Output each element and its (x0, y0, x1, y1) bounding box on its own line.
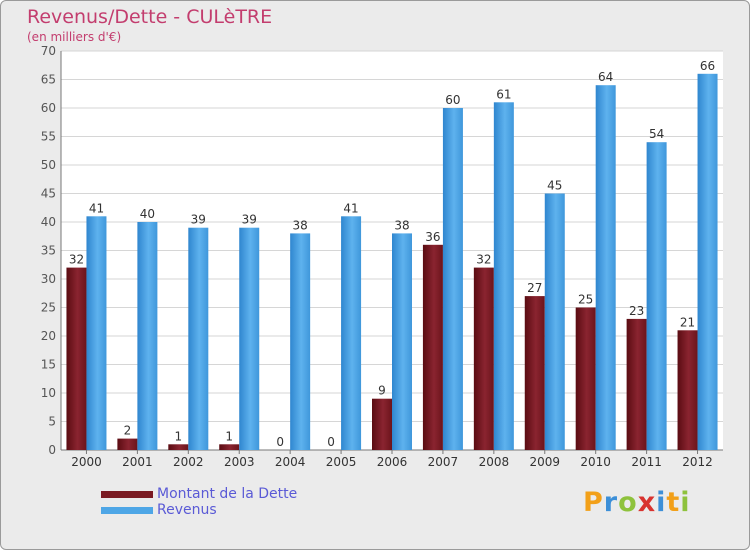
bar-revenus-2002 (188, 227, 209, 450)
proxiti-logo: Proxiti (583, 487, 691, 518)
bar-revenus-2008 (493, 102, 514, 451)
logo-letter: x (637, 487, 657, 518)
x-tick-label-2001: 2001 (122, 455, 153, 469)
bar-revenus-2004 (290, 233, 311, 450)
bar-revenus-2012 (697, 73, 718, 451)
data-label-revenus-2006: 38 (394, 218, 409, 232)
data-label-revenus-2001: 40 (140, 207, 155, 221)
bar-dette-2000 (66, 267, 87, 450)
y-tick-label: 30 (41, 272, 56, 286)
data-label-dette-2010: 25 (578, 293, 593, 307)
logo-letter: i (680, 487, 691, 518)
y-tick-label: 50 (41, 158, 56, 172)
y-tick-label: 60 (41, 101, 56, 115)
data-label-revenus-2004: 38 (293, 218, 308, 232)
x-tick-label-2003: 2003 (224, 455, 255, 469)
data-label-dette-2011: 23 (629, 304, 644, 318)
data-label-revenus-2011: 54 (649, 127, 664, 141)
data-label-revenus-2010: 64 (598, 70, 613, 84)
bar-revenus-2007 (442, 108, 463, 450)
data-label-revenus-2012: 66 (700, 59, 715, 73)
bar-revenus-2010 (595, 85, 616, 450)
x-tick-label-2008: 2008 (479, 455, 510, 469)
data-label-dette-2003: 1 (225, 429, 233, 443)
data-label-revenus-2009: 45 (547, 179, 562, 193)
logo-letter: r (603, 487, 619, 518)
x-tick-label-2006: 2006 (377, 455, 408, 469)
bar-revenus-2001 (137, 222, 158, 450)
y-tick-label: 70 (41, 44, 56, 58)
bar-dette-2007 (422, 244, 443, 450)
x-tick-label-2004: 2004 (275, 455, 306, 469)
x-tick-label-2000: 2000 (71, 455, 102, 469)
bar-dette-2008 (473, 267, 494, 450)
data-label-dette-2006: 9 (378, 384, 386, 398)
y-tick-label: 35 (41, 244, 56, 258)
data-label-revenus-2000: 41 (89, 201, 104, 215)
bar-dette-2001 (117, 438, 138, 450)
logo-letter: t (666, 487, 681, 518)
y-tick-label: 15 (41, 358, 56, 372)
y-tick-label: 55 (41, 130, 56, 144)
data-label-revenus-2002: 39 (191, 213, 206, 227)
bar-revenus-2003 (239, 227, 260, 450)
logo-letter: i (656, 487, 667, 518)
x-tick-label-2005: 2005 (326, 455, 357, 469)
x-tick-label-2010: 2010 (580, 455, 611, 469)
bar-revenus-2006 (392, 233, 412, 450)
x-tick-label-2012: 2012 (682, 455, 713, 469)
y-tick-label: 5 (48, 415, 56, 429)
chart-subtitle: (en milliers d'€) (27, 30, 122, 44)
data-label-dette-2001: 2 (124, 424, 132, 438)
legend-label-revenus: Revenus (157, 502, 217, 518)
bar-revenus-2000 (86, 216, 107, 450)
bar-revenus-2009 (544, 193, 565, 450)
data-label-dette-2007: 36 (425, 230, 440, 244)
bar-revenus-2011 (646, 142, 667, 450)
x-tick-label-2002: 2002 (173, 455, 204, 469)
y-tick-label: 20 (41, 329, 56, 343)
bar-revenus-2005 (341, 216, 362, 450)
y-tick-label: 0 (48, 443, 56, 457)
logo-letter: o (618, 487, 638, 518)
legend-swatch-revenus (101, 507, 153, 514)
y-tick-label: 10 (41, 386, 56, 400)
data-label-dette-2012: 21 (680, 315, 695, 329)
data-label-revenus-2005: 41 (343, 201, 358, 215)
data-label-dette-2005: 0 (327, 435, 335, 449)
data-label-dette-2004: 0 (276, 435, 284, 449)
y-tick-label: 65 (41, 73, 56, 87)
y-tick-label: 45 (41, 187, 56, 201)
bar-dette-2002 (168, 444, 189, 450)
data-label-dette-2009: 27 (527, 281, 542, 295)
bar-dette-2010 (575, 307, 596, 450)
y-tick-label: 40 (41, 215, 56, 229)
y-tick-label: 25 (41, 301, 56, 315)
bar-dette-2006 (372, 398, 392, 450)
legend-label-dette: Montant de la Dette (157, 486, 298, 502)
data-label-dette-2000: 32 (69, 253, 84, 267)
bar-dette-2011 (626, 318, 647, 450)
data-label-revenus-2008: 61 (496, 87, 511, 101)
data-label-dette-2008: 32 (476, 253, 491, 267)
x-tick-label-2009: 2009 (529, 455, 560, 469)
x-tick-label-2011: 2011 (631, 455, 662, 469)
logo-letter: P (583, 487, 604, 518)
bar-dette-2003 (219, 444, 240, 450)
bar-dette-2009 (524, 296, 545, 450)
bar-dette-2012 (677, 330, 698, 450)
data-label-dette-2002: 1 (174, 429, 182, 443)
data-label-revenus-2007: 60 (445, 93, 460, 107)
legend-swatch-dette (101, 491, 153, 498)
data-label-revenus-2003: 39 (242, 213, 257, 227)
chart-title: Revenus/Dette - CULèTRE (27, 6, 273, 28)
x-tick-label-2007: 2007 (428, 455, 459, 469)
